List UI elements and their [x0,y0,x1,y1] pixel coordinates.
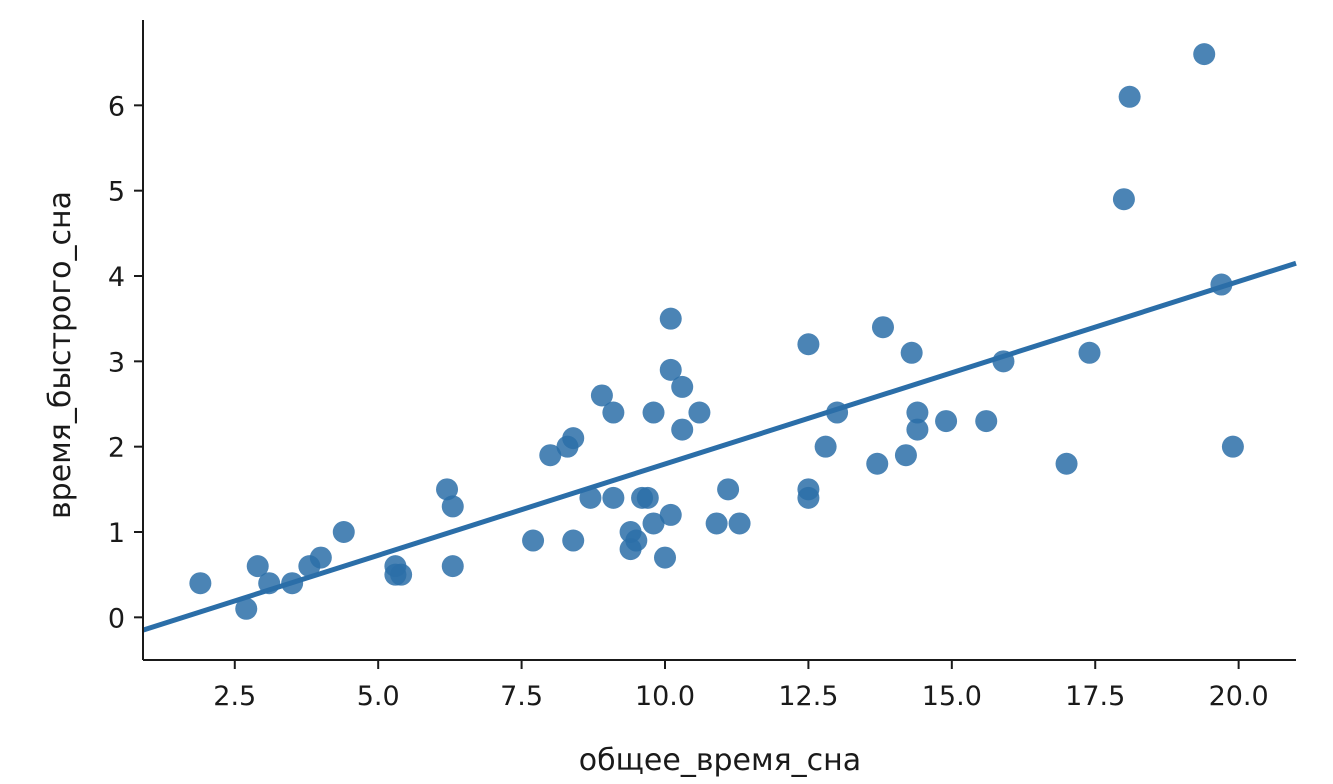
scatter-point-13 [441,555,464,578]
axes-layer: 2.5 5.0 7.5 10.0 12.5 15.0 17.5 20.0 0 1 2 3 4 5 6 [108,20,1296,712]
x-tick-label-7: 20.0 [1209,681,1269,712]
y-tick-label-2: 2 [108,433,125,464]
y-tick-label-1: 1 [108,518,125,549]
scatter-point-25 [625,529,648,552]
scatter-point-48 [900,341,923,364]
x-axis-label: общее_время_сна [579,743,861,778]
scatter-point-36 [688,401,711,424]
x-tick-label-3: 10.0 [635,681,695,712]
scatter-point-39 [728,512,751,535]
scatter-point-30 [654,546,677,569]
scatter-point-49 [906,401,929,424]
scatter-point-52 [975,410,998,433]
scatter-point-14 [522,529,545,552]
scatter-point-60 [1221,435,1244,458]
scatter-point-33 [659,503,682,526]
scatter-point-57 [1118,85,1141,108]
x-tick-label-0: 2.5 [213,681,256,712]
scatter-point-51 [935,410,958,433]
scatter-point-27 [636,486,659,509]
scatter-point-18 [562,529,585,552]
scatter-point-45 [866,452,889,475]
scatter-point-46 [871,316,894,339]
y-tick-label-6: 6 [108,91,125,122]
scatter-point-47 [894,444,917,467]
scatter-point-22 [602,486,625,509]
scatter-point-12 [441,495,464,518]
scatter-point-58 [1193,43,1216,66]
scatter-point-43 [814,435,837,458]
scatter-point-50 [906,418,929,441]
scatter-point-54 [1055,452,1078,475]
scatter-point-35 [671,418,694,441]
regression-line [142,260,1297,633]
y-axis-label: время_быстрого_сна [43,191,78,519]
scatter-point-21 [602,401,625,424]
y-tick-label-5: 5 [108,177,125,208]
scatter-point-42 [797,486,820,509]
scatter-point-20 [590,384,613,407]
x-tick-label-4: 12.5 [778,681,838,712]
scatter-point-1 [235,597,258,620]
scatter-point-55 [1078,341,1101,364]
scatter-point-28 [642,512,665,535]
scatter-point-2 [246,555,269,578]
scatter-point-17 [562,427,585,450]
scatter-point-38 [717,478,740,501]
scatter-point-29 [642,401,665,424]
scatter-point-11 [436,478,459,501]
scatter-point-37 [705,512,728,535]
x-tick-label-1: 5.0 [357,681,400,712]
regression-layer [142,260,1297,633]
y-tick-label-4: 4 [108,262,125,293]
scatter-point-32 [659,358,682,381]
y-tick-label-0: 0 [108,603,125,634]
scatter-point-31 [659,307,682,330]
y-tick-label-3: 3 [108,347,125,378]
scatter-point-15 [539,444,562,467]
scatter-point-34 [671,375,694,398]
scatter-point-7 [332,521,355,543]
scatter-point-0 [189,572,212,595]
scatter-point-40 [797,333,820,356]
x-tick-label-2: 7.5 [500,681,543,712]
x-tick-label-5: 15.0 [922,681,982,712]
scatter-point-6 [309,546,332,569]
scatter-point-19 [579,486,602,509]
x-tick-label-6: 17.5 [1065,681,1125,712]
scatter-point-10 [384,563,407,586]
points-layer [189,43,1244,620]
scatter-point-56 [1112,188,1135,211]
